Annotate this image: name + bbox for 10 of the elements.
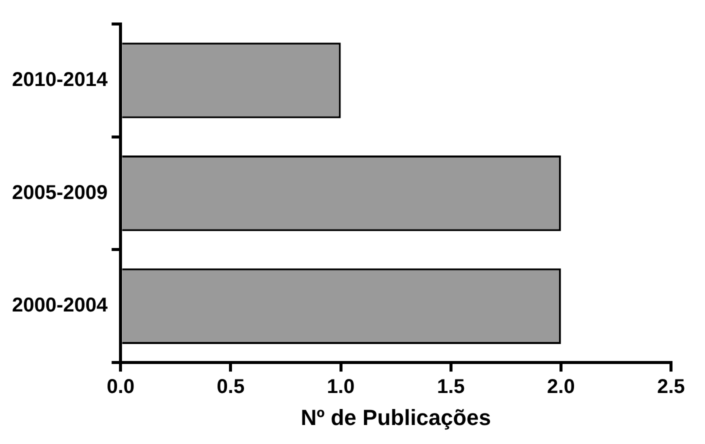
x-tick-label: 0.0: [106, 376, 135, 398]
x-tick-label: 1.0: [326, 376, 355, 398]
x-tick-label: 2.5: [657, 376, 685, 398]
y-tick-label: 2005-2009: [12, 182, 108, 204]
y-tick-label: 2000-2004: [12, 294, 109, 317]
x-tick-label: 2.0: [547, 376, 575, 398]
x-axis-title: Nº de Publicações: [300, 404, 491, 430]
x-tick-label: 0.5: [216, 376, 245, 398]
x-tick-label: 1.5: [436, 376, 465, 398]
y-tick-label: 2010-2014: [12, 68, 109, 91]
